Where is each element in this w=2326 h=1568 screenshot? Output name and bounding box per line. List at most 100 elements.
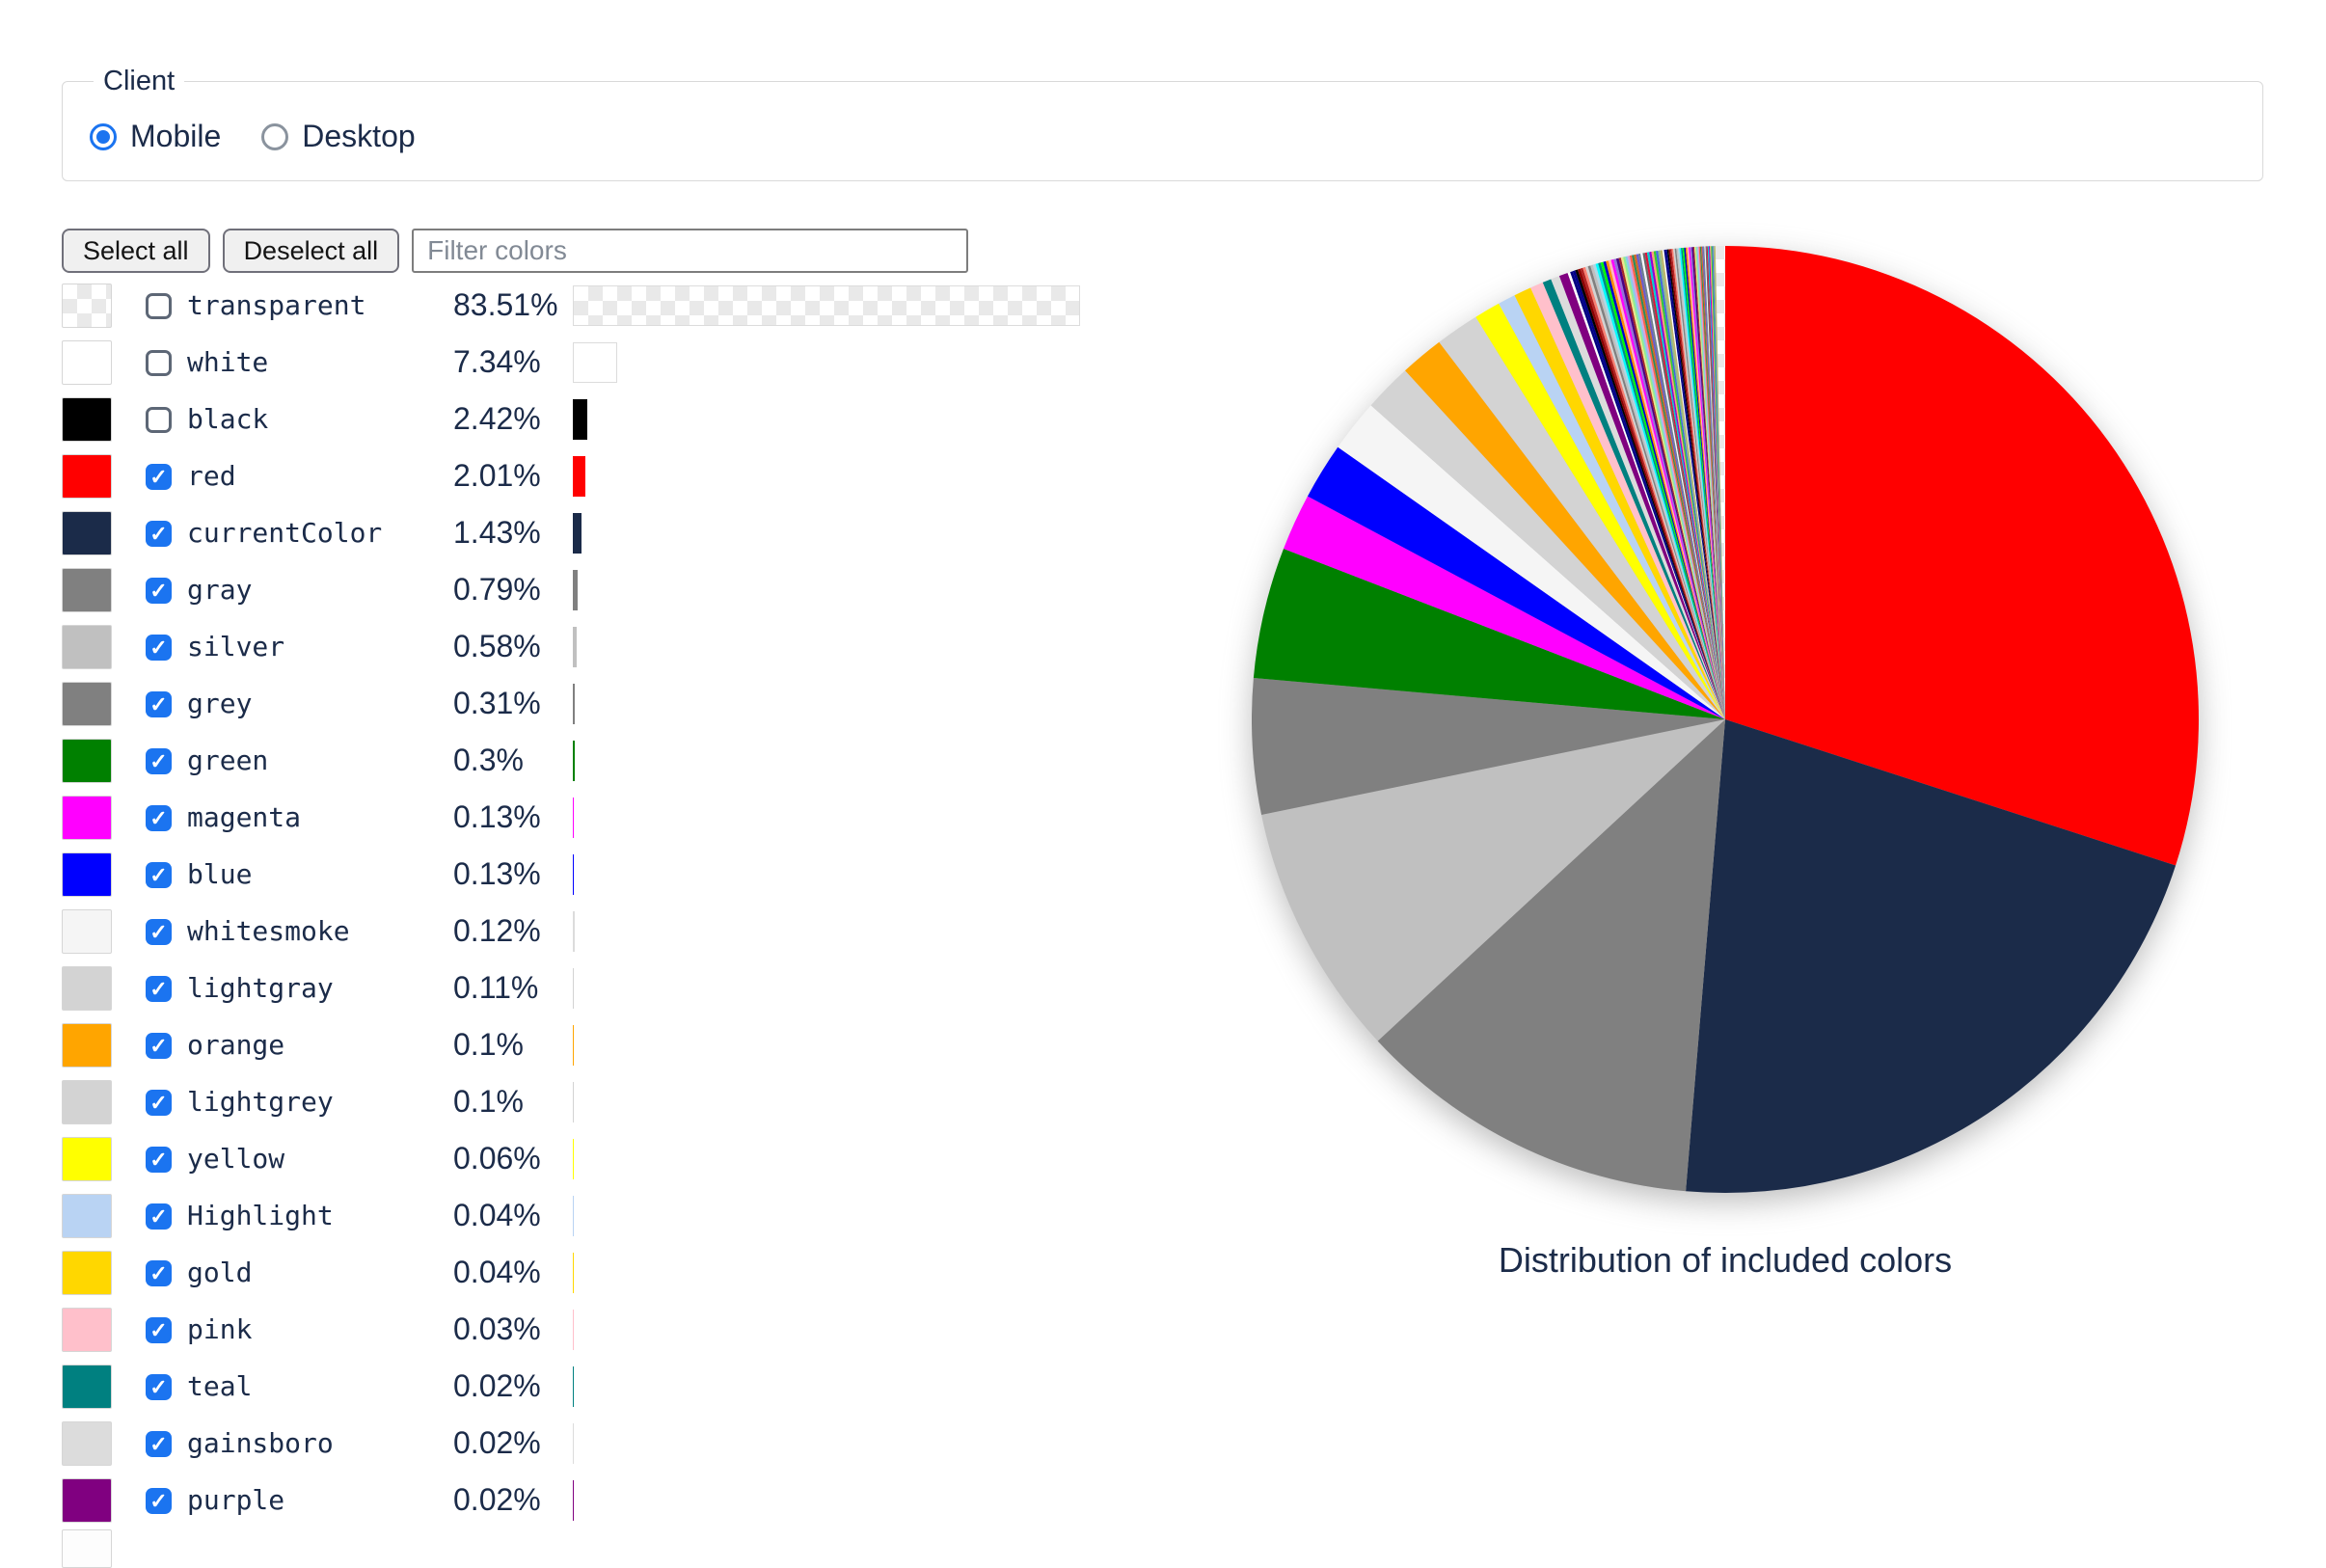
color-row: orange 0.1% [62,1017,1161,1074]
color-swatch [62,1308,112,1352]
color-name-label[interactable]: yellow [187,1143,284,1175]
color-row: gainsboro 0.02% [62,1416,1161,1473]
color-swatch [62,682,112,726]
mobile-radio-label[interactable]: Mobile [130,119,221,154]
color-percent: 83.51% [453,287,558,323]
color-row: white 7.34% [62,335,1161,392]
color-row: lightgrey 0.1% [62,1074,1161,1131]
color-checkbox[interactable] [146,1033,172,1059]
color-name-label[interactable]: grey [187,688,252,719]
client-radio-group: Mobile Desktop [90,119,2262,154]
color-name-label[interactable]: green [187,744,268,776]
color-checkbox[interactable] [146,293,172,319]
color-name-label[interactable]: whitesmoke [187,915,350,947]
color-swatch [62,1137,112,1181]
color-checkbox[interactable] [146,1317,172,1343]
color-bar [573,798,574,838]
color-name-label[interactable]: pink [187,1313,252,1345]
color-bar [573,911,575,952]
color-row: grey 0.31% [62,676,1161,733]
color-swatch [62,1023,112,1068]
color-percent: 0.13% [453,856,541,892]
color-name-label[interactable]: orange [187,1029,284,1061]
color-row: gray 0.79% [62,562,1161,619]
color-percent: 0.04% [453,1198,541,1233]
color-name-label[interactable]: gainsboro [187,1427,334,1459]
deselect-all-button[interactable]: Deselect all [223,229,400,273]
color-percent: 0.1% [453,1027,524,1063]
client-fieldset: Client Mobile Desktop [62,66,2263,181]
color-checkbox[interactable] [146,1090,172,1116]
color-name-label[interactable]: teal [187,1370,252,1402]
color-swatch [62,1478,112,1523]
desktop-radio[interactable] [261,123,288,150]
color-name-label[interactable]: silver [187,631,284,662]
color-checkbox[interactable] [146,1203,172,1230]
select-all-button[interactable]: Select all [62,229,210,273]
color-checkbox[interactable] [146,1260,172,1286]
color-checkbox[interactable] [146,976,172,1002]
color-checkbox[interactable] [146,635,172,661]
color-name-label[interactable]: red [187,460,236,492]
color-row: whitesmoke 0.12% [62,904,1161,960]
color-row: transparent 83.51% [62,278,1161,335]
color-swatch [62,796,112,840]
color-bar [573,854,574,895]
color-checkbox[interactable] [146,1488,172,1514]
color-row: red 2.01% [62,448,1161,505]
color-checkbox[interactable] [146,1431,172,1457]
color-checkbox[interactable] [146,748,172,774]
color-name-label[interactable]: transparent [187,289,365,321]
color-percent: 0.06% [453,1141,541,1176]
color-name-label[interactable]: gold [187,1257,252,1288]
color-swatch [62,1421,112,1466]
color-percent: 2.42% [453,401,541,437]
next-row-partial-swatch [62,1529,112,1568]
filter-colors-input[interactable] [412,229,968,273]
color-checkbox[interactable] [146,919,172,945]
color-name-label[interactable]: purple [187,1484,284,1516]
color-bar [573,1082,574,1122]
color-checkbox[interactable] [146,578,172,604]
color-name-label[interactable]: magenta [187,801,301,833]
mobile-radio[interactable] [90,123,117,150]
color-checkbox[interactable] [146,1374,172,1400]
color-checkbox[interactable] [146,464,172,490]
color-row: currentColor 1.43% [62,505,1161,562]
desktop-radio-label[interactable]: Desktop [302,119,415,154]
color-checkbox[interactable] [146,862,172,888]
pie-chart-title: Distribution of included colors [1499,1240,1952,1281]
color-name-label[interactable]: Highlight [187,1200,334,1231]
color-swatch [62,739,112,783]
color-swatch [62,511,112,555]
color-percent: 0.13% [453,799,541,835]
color-percent: 0.02% [453,1482,541,1518]
color-swatch [62,397,112,442]
color-row: Highlight 0.04% [62,1188,1161,1245]
color-row: purple 0.02% [62,1473,1161,1529]
color-name-label[interactable]: lightgrey [187,1086,334,1118]
color-checkbox[interactable] [146,350,172,376]
pie-chart [1252,246,2199,1193]
color-bar [573,627,577,667]
color-list: transparent 83.51% white 7.34% black 2.4… [62,278,1161,1529]
color-swatch [62,1194,112,1238]
color-checkbox[interactable] [146,1147,172,1173]
color-swatch [62,1251,112,1295]
color-name-label[interactable]: gray [187,574,252,606]
color-name-label[interactable]: currentColor [187,517,382,549]
color-checkbox[interactable] [146,805,172,831]
color-row: lightgray 0.11% [62,960,1161,1017]
color-percent: 1.43% [453,515,541,551]
color-checkbox[interactable] [146,691,172,717]
color-name-label[interactable]: blue [187,858,252,890]
color-name-label[interactable]: black [187,403,268,435]
color-name-label[interactable]: white [187,346,268,378]
color-checkbox[interactable] [146,407,172,433]
color-name-label[interactable]: lightgray [187,972,334,1004]
color-swatch [62,284,112,328]
color-bar [573,570,578,610]
color-checkbox[interactable] [146,521,172,547]
color-bar [573,968,574,1009]
